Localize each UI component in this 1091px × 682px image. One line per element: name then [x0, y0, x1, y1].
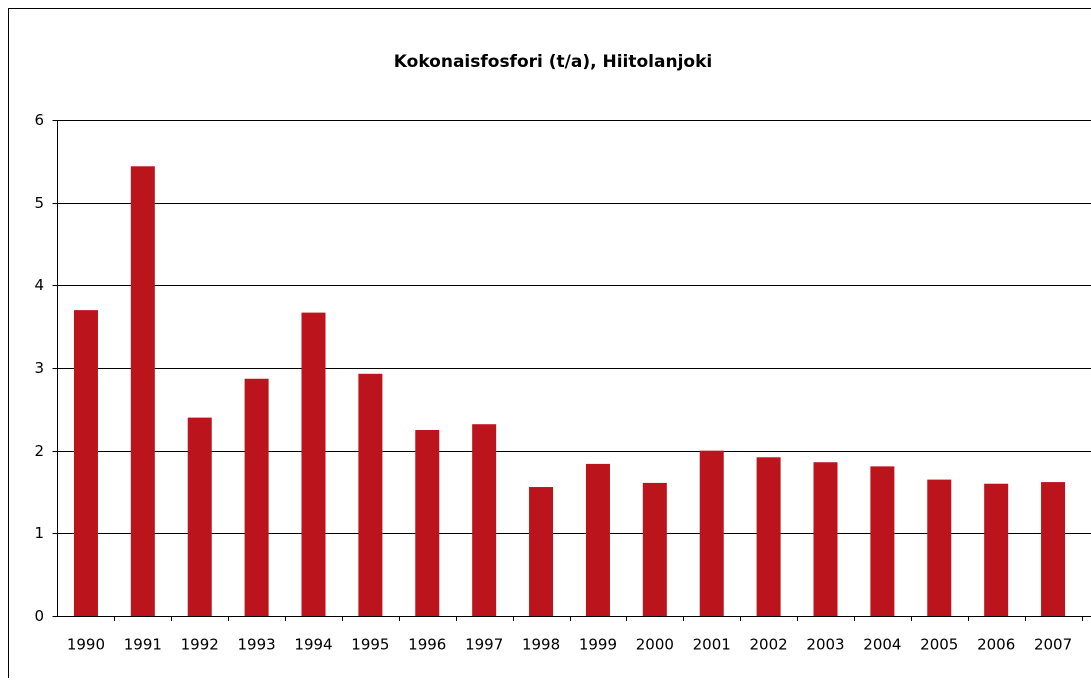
x-tick-label: 1999 [579, 636, 617, 654]
x-tick-label: 2001 [693, 636, 731, 654]
bar [131, 166, 155, 616]
x-tick-label: 1998 [522, 636, 560, 654]
x-tick-label: 2000 [636, 636, 674, 654]
bar [415, 430, 439, 616]
bar [984, 484, 1008, 616]
x-tick-label: 2006 [977, 636, 1015, 654]
bar [472, 424, 496, 616]
bar [1041, 482, 1065, 616]
bar [74, 310, 98, 616]
bar [188, 418, 212, 616]
x-tick-label: 1994 [294, 636, 332, 654]
bar [700, 451, 724, 616]
y-tick-label: 5 [34, 194, 44, 212]
y-tick-label: 1 [34, 524, 44, 542]
bar [586, 464, 610, 616]
bar [529, 487, 553, 616]
x-tick-label: 2005 [920, 636, 958, 654]
bar [927, 480, 951, 616]
bar [814, 462, 838, 616]
y-tick-label: 2 [34, 442, 44, 460]
y-tick-label: 3 [34, 359, 44, 377]
x-tick-label: 1993 [238, 636, 276, 654]
chart-title: Kokonaisfosfori (t/a), Hiitolanjoki [394, 52, 712, 72]
bar [358, 374, 382, 616]
x-tick-label: 1997 [465, 636, 503, 654]
bar [643, 483, 667, 616]
y-tick-label: 6 [34, 111, 44, 129]
x-tick-label: 2002 [750, 636, 788, 654]
x-tick-label: 2003 [806, 636, 844, 654]
bar [870, 466, 894, 616]
x-tick-label: 1996 [408, 636, 446, 654]
x-tick-label: 1995 [351, 636, 389, 654]
y-tick-label: 0 [34, 607, 44, 625]
x-tick-label: 2007 [1034, 636, 1072, 654]
bar [245, 379, 269, 616]
bar [757, 457, 781, 616]
bar [302, 313, 326, 616]
x-tick-label: 1991 [124, 636, 162, 654]
x-tick-label: 1990 [67, 636, 105, 654]
x-tick-label: 2004 [863, 636, 901, 654]
x-tick-label: 1992 [181, 636, 219, 654]
y-tick-label: 4 [34, 276, 44, 294]
